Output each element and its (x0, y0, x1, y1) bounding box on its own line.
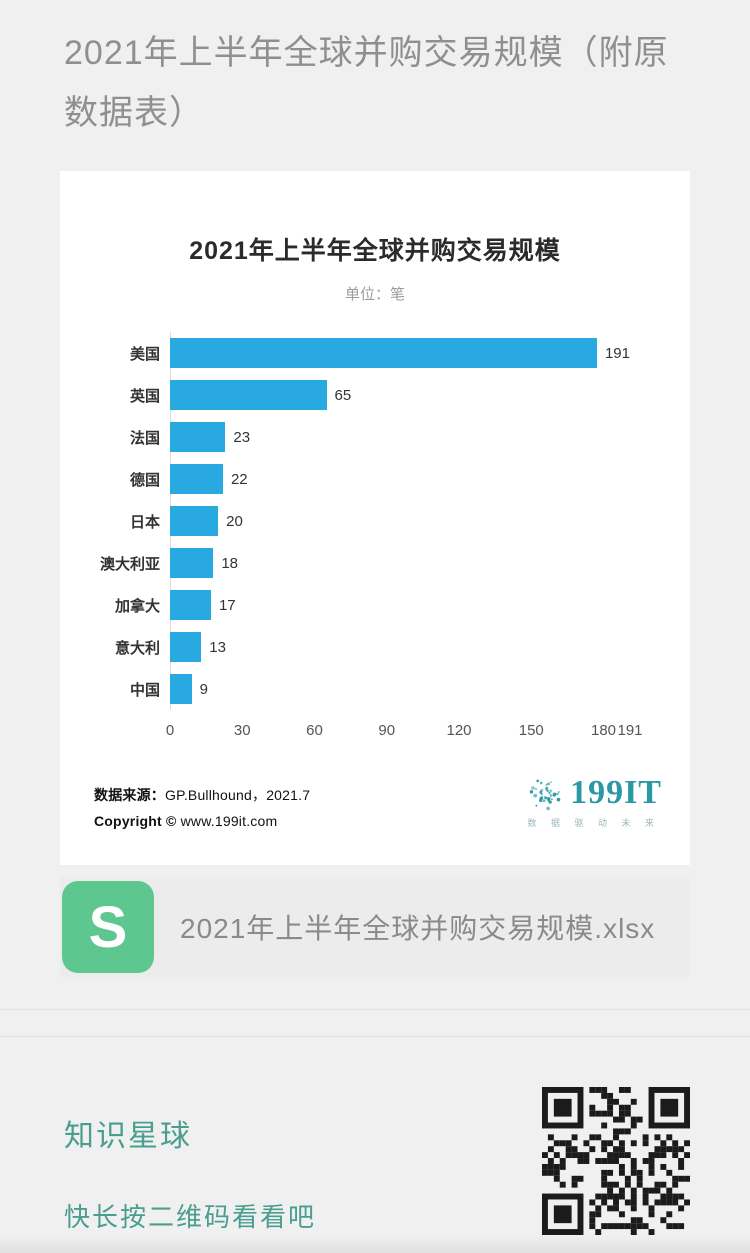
bar (170, 422, 226, 452)
category-label: 中国 (129, 681, 160, 699)
bar-track: 191 (170, 338, 630, 368)
x-tick-label: 150 (518, 722, 544, 739)
x-tick-label: 30 (233, 722, 251, 739)
bar-row: 美国 191 (80, 332, 670, 374)
value-label: 191 (604, 344, 630, 362)
bar-track: 18 (170, 548, 630, 578)
bar-row: 中国 9 (80, 668, 670, 710)
category-label: 加拿大 (114, 597, 160, 615)
bar-track: 13 (170, 632, 630, 662)
dandelion-icon (524, 772, 566, 814)
spreadsheet-icon: S (62, 881, 154, 973)
x-tick-label: 60 (306, 722, 323, 739)
category-label: 日本 (129, 513, 160, 531)
bar-track: 17 (170, 590, 630, 620)
source-label: 数据来源： (94, 787, 165, 803)
copyright-label: Copyright © (94, 813, 177, 829)
value-label: 22 (230, 470, 248, 488)
category-label: 德国 (129, 471, 160, 489)
bar-track: 22 (170, 464, 630, 494)
bar-track: 65 (170, 380, 630, 410)
divider (0, 1009, 750, 1010)
value-label: 23 (233, 428, 251, 446)
category-label: 澳大利亚 (99, 555, 160, 573)
logo-row: 199IT (524, 772, 662, 814)
source-value: GP.Bullhound，2021.7 (165, 787, 311, 803)
bar (170, 632, 202, 662)
chart-title: 2021年上半年全球并购交易规模 (189, 237, 561, 265)
bar-track: 20 (170, 506, 630, 536)
value-label: 65 (334, 386, 352, 404)
x-tick-label: 191 (617, 722, 643, 739)
x-tick-label: 120 (446, 722, 472, 739)
logo-tagline: 数 据 驱 动 未 来 (527, 818, 660, 828)
qr-prompt: 快长按二维码看看吧 (64, 1202, 317, 1232)
qr-code[interactable] (542, 1087, 690, 1235)
bar (170, 548, 214, 578)
copyright-value: www.199it.com (176, 813, 278, 829)
category-label: 美国 (129, 345, 160, 363)
value-label: 13 (209, 638, 226, 656)
value-label: 9 (199, 680, 209, 698)
bar-chart: 美国 191 英国 65 法国 23 德国 22 日本 20 澳大利亚 18 加拿大 17 意大利 13 中国 9… (80, 332, 670, 744)
bar (170, 590, 211, 620)
article-title: 2021年上半年全球并购交易规模（附原数据表） (64, 34, 669, 132)
bar-track: 23 (170, 422, 630, 452)
bar-row: 加拿大 17 (80, 584, 670, 626)
bar-row: 意大利 13 (80, 626, 670, 668)
x-axis: 0 30 60 90 120 150 180 191 (166, 718, 643, 744)
category-label: 法国 (129, 429, 160, 447)
footer: 知识星球 快长按二维码看看吧 (0, 1037, 750, 1235)
chart-unit-label: 单位：笔 (344, 286, 405, 303)
logo-199it: 199IT 数 据 驱 动 未 来 (524, 772, 662, 829)
bar-track: 9 (170, 674, 630, 704)
divider (0, 1036, 750, 1037)
attachment-filename: 2021年上半年全球并购交易规模.xlsx (180, 913, 656, 944)
category-label: 英国 (129, 387, 160, 405)
source-block: 数据来源：GP.Bullhound，2021.7 Copyright © www… (94, 777, 310, 829)
x-tick-label: 180 (590, 722, 617, 739)
chart-card: 2021年上半年全球并购交易规模 单位：笔 美国 191 英国 65 法国 23 德国 22 日… (60, 171, 690, 865)
value-label: 18 (221, 554, 239, 572)
category-label: 意大利 (114, 639, 160, 657)
bar-row: 德国 22 (80, 458, 670, 500)
logo-199it-text: 199IT (570, 774, 662, 811)
bar-row: 法国 23 (80, 416, 670, 458)
bar-row: 澳大利亚 18 (80, 542, 670, 584)
chart-footer: 数据来源：GP.Bullhound，2021.7 Copyright © www… (80, 772, 670, 829)
value-label: 20 (226, 512, 243, 530)
footer-text: 知识星球 快长按二维码看看吧 (64, 1087, 316, 1234)
attachment-row[interactable]: S 2021年上半年全球并购交易规模.xlsx (60, 877, 690, 977)
x-tick-label: 90 (378, 722, 396, 739)
bar-rows: 美国 191 英国 65 法国 23 德国 22 日本 20 澳大利亚 18 加拿大 17 意大利 13 中国 9 (80, 332, 670, 710)
bar (170, 380, 327, 410)
bar-row: 日本 20 (80, 500, 670, 542)
bar (170, 464, 223, 494)
copyright-line: Copyright © www.199it.com (94, 813, 310, 829)
bar (170, 338, 597, 368)
data-source-line: 数据来源：GP.Bullhound，2021.7 (94, 785, 310, 805)
bar-row: 英国 65 (80, 374, 670, 416)
bar (170, 506, 219, 536)
value-label: 17 (218, 596, 236, 614)
bar (170, 674, 192, 704)
x-tick-label: 0 (165, 722, 175, 739)
brand-name: 知识星球 (64, 1120, 192, 1153)
bottom-fade (0, 1235, 750, 1253)
